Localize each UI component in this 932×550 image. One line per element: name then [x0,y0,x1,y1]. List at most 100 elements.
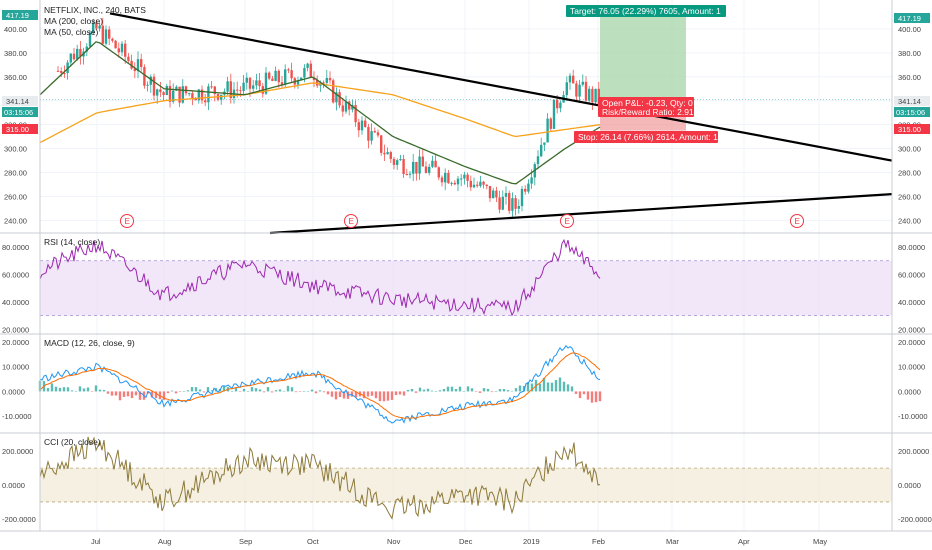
indicator-panes: 80.0000 80.0000 60.0000 60.0000 40.0000 40.00… [2,238,932,524]
open-pnl-label: Open P&L: -0.23, Qty: 0 [602,98,693,108]
candle-body [152,76,156,96]
macd-tick-right: 20.0000 [898,338,925,347]
macd-histogram-bar [510,390,514,392]
candle-body [578,84,581,97]
candle-body [143,67,146,86]
macd-histogram-bar [170,390,174,392]
macd-histogram-bar [518,385,522,392]
candle-body [392,158,396,165]
macd-histogram-bar [322,391,326,393]
macd-histogram-bar [330,391,334,397]
macd-histogram-bar [390,391,394,400]
macd-histogram-bar [450,386,454,392]
rsi-legend[interactable]: RSI (14, close) [44,237,100,247]
macd-histogram-bar [118,391,122,401]
last-price-left: 341.14 [6,97,29,106]
macd-histogram-bar [514,388,518,392]
cci-legend[interactable]: CCI (20, close) [44,437,101,447]
candle-body [552,99,556,129]
macd-histogram-bar [94,385,98,392]
ma200-legend[interactable]: MA (200, close) [44,16,103,26]
entry-badge-right [894,124,930,134]
candle-body [386,152,389,155]
macd-histogram-bar [554,380,558,392]
macd-histogram-bar [122,391,126,397]
macd-histogram-bar [446,386,450,392]
price-tick-right: 260.00 [898,192,921,201]
candle-body [207,86,210,103]
candle-body [351,105,354,110]
entry-price-left: 315.00 [6,125,29,134]
macd-histogram-bar [318,390,322,392]
earnings-marker[interactable] [560,214,574,228]
candle-body [396,160,399,165]
candle-body [303,67,306,78]
candle-body [172,90,175,102]
macd-histogram-bar [274,390,278,392]
target-label-box[interactable] [566,5,726,17]
ma50-legend[interactable]: MA (50, close) [44,27,98,37]
macd-histogram-bar [158,391,162,400]
macd-histogram-bar [454,389,458,392]
countdown-badge-right [894,107,930,117]
candle-body [168,86,172,102]
time-tick: Apr [738,537,750,546]
candle-body [460,178,463,180]
earnings-marker[interactable] [344,214,358,228]
macd-histogram-bar [66,387,70,392]
macd-histogram-bar [110,391,114,396]
cci-line [39,436,601,520]
macd-histogram-bar [286,385,290,392]
candle-body [376,132,380,136]
upper-trendline[interactable] [109,12,893,162]
time-tick: 2019 [523,537,540,546]
candle-body [485,184,488,187]
target-zone[interactable] [600,17,686,100]
candle-body [159,89,162,93]
ma50-line [39,41,601,185]
price-tick-left: 400.00 [4,25,27,34]
stop-label-box[interactable] [574,131,718,143]
macd-histogram-bar [466,386,470,392]
earnings-marker[interactable] [790,214,804,228]
macd-legend[interactable]: MACD (12, 26, close, 9) [44,338,135,348]
earnings-marker[interactable] [120,214,134,228]
candle-body [236,89,239,91]
candle-body [88,32,92,47]
candle-body [72,53,76,60]
macd-histogram-bar [394,391,398,396]
macd-histogram-bar [562,381,566,392]
symbol-title[interactable]: NETFLIX, INC., 240, BATS [44,5,146,15]
macd-tick-left: 10.0000 [2,363,29,372]
time-tick: Oct [307,537,320,546]
top-price-right: 417.19 [898,14,921,23]
candle-body [431,160,434,167]
candle-body [450,182,453,184]
macd-histogram-bar [150,391,154,398]
macd-histogram-bar [590,391,594,403]
time-tick: Aug [158,537,171,546]
candle-body [556,99,559,109]
candle-body [146,84,149,86]
macd-histogram-bar [114,391,118,396]
candle-body [456,178,460,185]
candle-body [469,180,472,188]
candle-body [95,22,98,29]
candle-body [530,177,533,184]
macd-histogram-bar [194,387,198,392]
macd-histogram-bar [326,391,330,395]
rsi-line [39,238,601,317]
macd-histogram-bar [430,390,434,392]
moving-averages [39,41,601,185]
macd-histogram-bar [162,391,166,400]
pnl-label-box[interactable] [598,97,694,117]
candle-body [127,56,130,61]
macd-histogram-bar [62,387,66,392]
risk-reward-label: Risk/Reward Ratio: 2.91 [602,107,694,117]
lower-trendline[interactable] [269,192,893,235]
time-axis: Jul Aug Sep Oct Nov Dec 2019 Feb Mar Apr May [91,537,827,546]
candle-body [280,82,284,85]
macd-histogram-bar [102,389,106,392]
